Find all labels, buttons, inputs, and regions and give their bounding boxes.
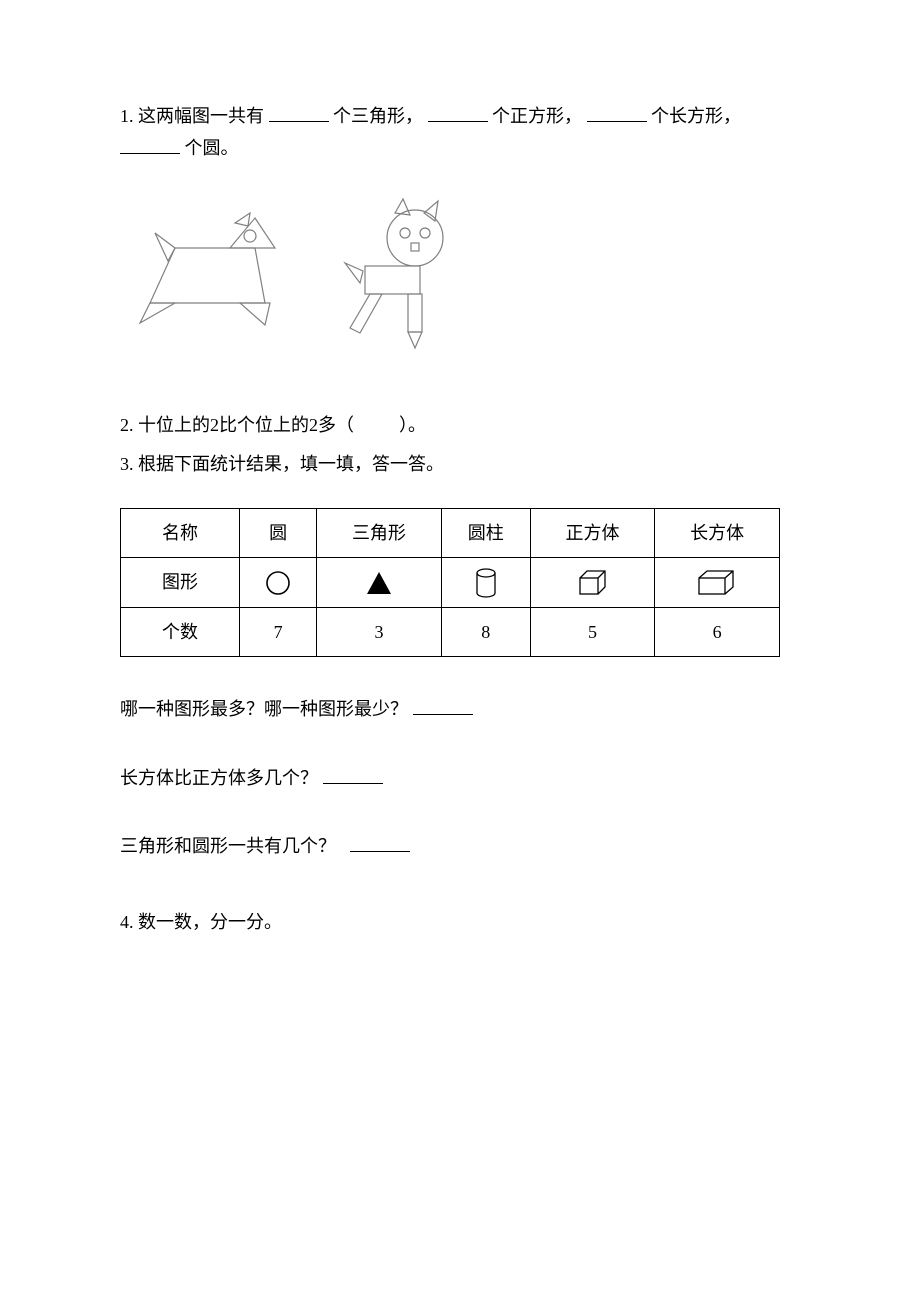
count-circle: 7 bbox=[240, 607, 317, 656]
table-row-shapes: 图形 bbox=[121, 558, 780, 607]
q2-blank[interactable] bbox=[359, 409, 395, 441]
circle-icon bbox=[263, 568, 293, 598]
table-row-names: 名称 圆 三角形 圆柱 正方体 长方体 bbox=[121, 508, 780, 557]
q1-text-5: 个圆。 bbox=[185, 138, 239, 158]
shape-figures bbox=[120, 193, 800, 373]
q3-sub1-blank[interactable] bbox=[413, 694, 473, 715]
q3-table-wrapper: 名称 圆 三角形 圆柱 正方体 长方体 图形 bbox=[120, 508, 800, 657]
q1-blank-triangles[interactable] bbox=[269, 101, 329, 122]
worksheet-page: 1. 这两幅图一共有 个三角形， 个正方形， 个长方形， 个圆。 bbox=[0, 0, 920, 1027]
shape-count-table: 名称 圆 三角形 圆柱 正方体 长方体 图形 bbox=[120, 508, 780, 657]
animal-figures-svg bbox=[120, 193, 490, 363]
cell-triangle-icon bbox=[317, 558, 442, 607]
q3-sub3: 三角形和圆形一共有几个？ bbox=[120, 830, 800, 862]
cell-cube-icon bbox=[530, 558, 655, 607]
q1-blank-rectangles[interactable] bbox=[587, 101, 647, 122]
question-1: 1. 这两幅图一共有 个三角形， 个正方形， 个长方形， 个圆。 bbox=[120, 100, 800, 165]
q1-text-2: 个三角形， bbox=[333, 106, 423, 126]
triangle-icon bbox=[364, 569, 394, 597]
col-header-circle: 圆 bbox=[240, 508, 317, 557]
cylinder-icon bbox=[473, 567, 499, 599]
q1-number: 1. bbox=[120, 106, 134, 126]
q3-number: 3. bbox=[120, 454, 134, 474]
question-4: 4. 数一数，分一分。 bbox=[120, 906, 800, 938]
q4-number: 4. bbox=[120, 912, 134, 932]
q3-sub1-text: 哪一种图形最多？哪一种图形最少？ bbox=[120, 699, 408, 719]
question-2: 2. 十位上的2比个位上的2多（ ）。 bbox=[120, 409, 800, 441]
q3-sub2-blank[interactable] bbox=[323, 763, 383, 784]
q3-sub2-text: 长方体比正方体多几个？ bbox=[120, 768, 318, 788]
col-header-cuboid: 长方体 bbox=[655, 508, 780, 557]
count-cylinder: 8 bbox=[441, 607, 530, 656]
cell-circle-icon bbox=[240, 558, 317, 607]
count-cuboid: 6 bbox=[655, 607, 780, 656]
col-header-triangle: 三角形 bbox=[317, 508, 442, 557]
q1-text-4: 个长方形， bbox=[651, 106, 741, 126]
q3-sub2: 长方体比正方体多几个？ bbox=[120, 762, 800, 794]
cube-icon bbox=[575, 568, 611, 598]
cell-cuboid-icon bbox=[655, 558, 780, 607]
q2-text-before: 十位上的2比个位上的2多（ bbox=[138, 415, 354, 435]
q1-blank-circles[interactable] bbox=[120, 134, 180, 155]
q3-sub3-blank[interactable] bbox=[350, 831, 410, 852]
row-header-count: 个数 bbox=[121, 607, 240, 656]
q1-blank-squares[interactable] bbox=[428, 101, 488, 122]
count-cube: 5 bbox=[530, 607, 655, 656]
q2-text-after: ）。 bbox=[399, 415, 426, 435]
col-header-cube: 正方体 bbox=[530, 508, 655, 557]
q4-text: 数一数，分一分。 bbox=[138, 912, 282, 932]
q3-sub3-text: 三角形和圆形一共有几个？ bbox=[120, 836, 336, 856]
q2-number: 2. bbox=[120, 415, 134, 435]
question-3: 3. 根据下面统计结果，填一填，答一答。 bbox=[120, 448, 800, 480]
cuboid-icon bbox=[695, 568, 739, 598]
cell-cylinder-icon bbox=[441, 558, 530, 607]
count-triangle: 3 bbox=[317, 607, 442, 656]
row-header-name: 名称 bbox=[121, 508, 240, 557]
q1-text-3: 个正方形， bbox=[492, 106, 582, 126]
col-header-cylinder: 圆柱 bbox=[441, 508, 530, 557]
row-header-shape: 图形 bbox=[121, 558, 240, 607]
table-row-counts: 个数 7 3 8 5 6 bbox=[121, 607, 780, 656]
q3-intro: 根据下面统计结果，填一填，答一答。 bbox=[138, 454, 444, 474]
q3-sub1: 哪一种图形最多？哪一种图形最少？ bbox=[120, 693, 800, 725]
q1-text-1: 这两幅图一共有 bbox=[138, 106, 264, 126]
